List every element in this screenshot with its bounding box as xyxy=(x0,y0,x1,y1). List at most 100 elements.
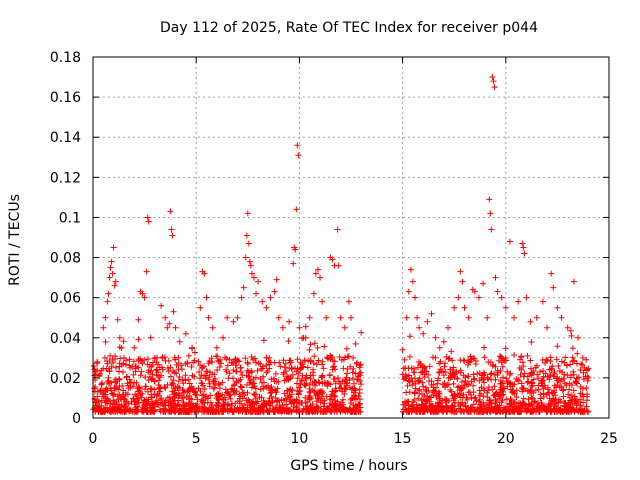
dense-marker xyxy=(553,400,560,407)
dense-marker xyxy=(117,355,124,362)
dense-marker xyxy=(210,378,217,385)
dense-marker xyxy=(263,354,270,361)
dense-marker xyxy=(260,337,267,344)
dense-marker xyxy=(407,333,414,340)
dense-marker xyxy=(237,407,244,414)
dense-marker xyxy=(126,356,133,363)
data-point xyxy=(511,314,518,321)
dense-marker xyxy=(540,405,547,412)
dense-marker xyxy=(584,366,591,373)
dense-marker xyxy=(537,368,544,375)
dense-marker xyxy=(319,389,326,396)
y-tick-label: 0.16 xyxy=(50,90,81,106)
data-point xyxy=(275,314,282,321)
dense-marker xyxy=(330,392,337,399)
data-point xyxy=(253,290,260,297)
dense-marker xyxy=(461,358,468,365)
dense-marker xyxy=(274,385,281,392)
data-point xyxy=(182,330,189,337)
dense-marker xyxy=(148,376,155,383)
dense-marker xyxy=(327,407,334,414)
dense-marker xyxy=(206,358,213,365)
dense-marker xyxy=(270,408,277,415)
dense-marker xyxy=(273,404,280,411)
dense-marker xyxy=(180,403,187,410)
dense-marker xyxy=(500,374,507,381)
dense-marker xyxy=(506,371,513,378)
dense-marker xyxy=(415,377,422,384)
dense-marker xyxy=(311,407,318,414)
dense-marker xyxy=(583,403,590,410)
dense-marker xyxy=(337,401,344,408)
dense-marker xyxy=(244,389,251,396)
dense-marker xyxy=(432,384,439,391)
dense-marker xyxy=(99,387,106,394)
dense-marker xyxy=(281,364,288,371)
dense-marker xyxy=(513,387,520,394)
dense-marker xyxy=(200,382,207,389)
dense-marker xyxy=(300,363,307,370)
dense-marker xyxy=(436,400,443,407)
dense-marker xyxy=(135,336,142,343)
data-point xyxy=(554,304,561,311)
dense-marker xyxy=(166,398,173,405)
dense-marker xyxy=(96,403,103,410)
dense-marker xyxy=(465,380,472,387)
data-point xyxy=(494,288,501,295)
dense-marker xyxy=(160,402,167,409)
dense-marker xyxy=(541,382,548,389)
data-point xyxy=(475,294,482,301)
dense-marker xyxy=(156,364,163,371)
dense-marker xyxy=(570,368,577,375)
dense-marker xyxy=(154,369,161,376)
dense-marker xyxy=(405,365,412,372)
dense-marker xyxy=(431,408,438,415)
dense-marker xyxy=(201,386,208,393)
data-point xyxy=(436,344,443,351)
dense-marker xyxy=(353,404,360,411)
data-point xyxy=(506,238,513,245)
dense-marker xyxy=(175,378,182,385)
dense-marker xyxy=(433,392,440,399)
data-point xyxy=(310,290,317,297)
dense-marker xyxy=(114,393,121,400)
data-point xyxy=(356,370,363,377)
dense-marker xyxy=(130,358,137,365)
dense-marker xyxy=(494,372,501,379)
dense-marker xyxy=(342,386,349,393)
dense-marker xyxy=(213,401,220,408)
dense-marker xyxy=(156,406,163,413)
data-point xyxy=(158,302,165,309)
dense-marker xyxy=(580,369,587,376)
dense-marker xyxy=(288,364,295,371)
dense-marker xyxy=(306,346,313,353)
dense-marker xyxy=(192,391,199,398)
data-point xyxy=(108,258,115,265)
dense-marker xyxy=(503,403,510,410)
data-point xyxy=(162,314,169,321)
dense-marker xyxy=(115,401,122,408)
dense-marker xyxy=(293,404,300,411)
dense-marker xyxy=(226,391,233,398)
dense-marker xyxy=(349,408,356,415)
dense-marker xyxy=(357,408,364,415)
dense-marker xyxy=(110,359,117,366)
dense-marker xyxy=(280,371,287,378)
dense-marker xyxy=(341,390,348,397)
y-tick-label: 0.08 xyxy=(50,251,81,267)
dense-marker xyxy=(311,353,318,360)
dense-marker xyxy=(458,378,465,385)
dense-marker xyxy=(211,371,218,378)
dense-marker xyxy=(144,388,151,395)
data-point xyxy=(487,210,494,217)
dense-marker xyxy=(165,402,172,409)
dense-marker xyxy=(216,385,223,392)
dense-marker xyxy=(416,386,423,393)
dense-marker xyxy=(327,400,334,407)
dense-marker xyxy=(194,396,201,403)
dense-marker xyxy=(101,393,108,400)
dense-marker xyxy=(179,376,186,383)
dense-marker xyxy=(340,365,347,372)
dense-marker xyxy=(572,397,579,404)
